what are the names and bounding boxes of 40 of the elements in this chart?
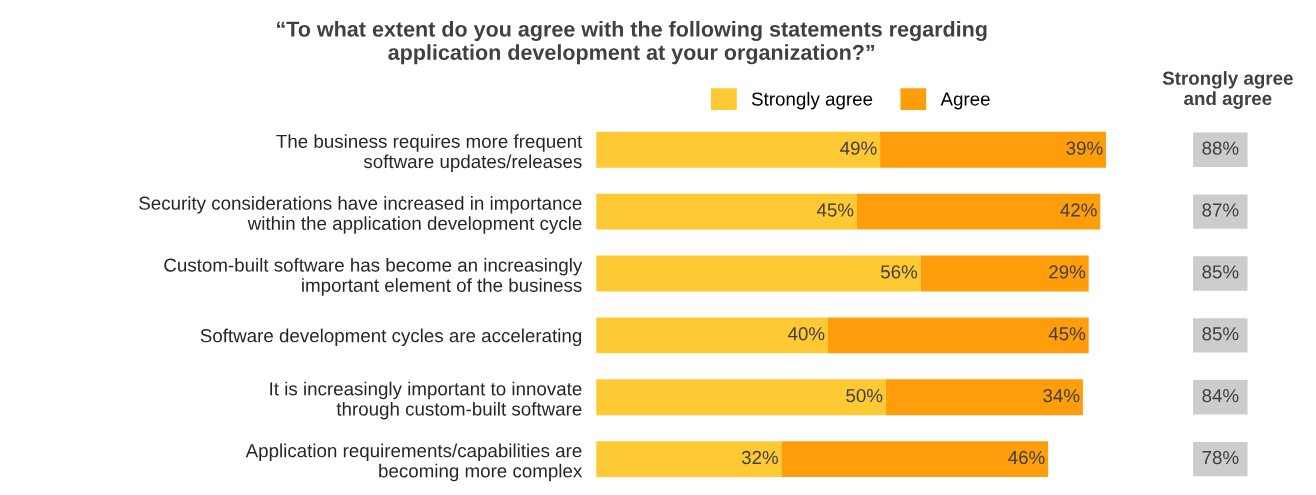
text: 85% xyxy=(1202,327,1239,341)
y-tick-label: It is increasingly important to innovate through custom-built software xyxy=(270,381,582,420)
data-label: 40% xyxy=(787,327,825,341)
chart-title: “To what extent do you agree with the following statements regarding application development at your organization?” xyxy=(277,20,987,65)
bar xyxy=(596,441,782,478)
text: 78% xyxy=(1202,450,1239,465)
data-label: 45% xyxy=(816,203,854,217)
y-tick-label: The business requires more frequent software updates/releases xyxy=(276,134,583,172)
data-label: 49% xyxy=(840,141,877,155)
bar xyxy=(827,317,1089,354)
legend-label: Strongly agree xyxy=(751,91,873,110)
y-tick-label: Software development cycles are accelerating xyxy=(200,328,582,347)
y-tick-label: Custom-built software has become an increasingly important element of the business xyxy=(164,257,583,296)
data-label: 45% xyxy=(1048,327,1086,341)
bar xyxy=(596,131,881,168)
data-label: 29% xyxy=(1049,265,1086,279)
data-label: 50% xyxy=(846,388,883,403)
data-label: 56% xyxy=(880,265,918,279)
bar xyxy=(880,131,1107,168)
data-label: 32% xyxy=(741,450,779,465)
data-label: 42% xyxy=(1060,203,1097,217)
y-tick-label: Security considerations have increased in importance within the application development cycle xyxy=(139,196,582,234)
bar xyxy=(920,255,1089,292)
bar xyxy=(596,193,857,230)
text: 84% xyxy=(1202,388,1239,403)
text: 88% xyxy=(1202,141,1239,155)
text: 87% xyxy=(1202,203,1239,217)
bar xyxy=(885,379,1083,416)
data-label: 46% xyxy=(1008,450,1045,465)
bar xyxy=(596,255,921,292)
data-label: 34% xyxy=(1043,388,1080,403)
y-tick-label: Application requirements/capabilities are becoming more complex xyxy=(245,443,583,482)
bar xyxy=(781,441,1049,478)
bar xyxy=(596,379,886,416)
legend-label: Agree xyxy=(940,92,990,110)
bar xyxy=(856,193,1101,230)
text: 85% xyxy=(1202,265,1239,279)
data-label: 39% xyxy=(1066,141,1103,155)
text: Strongly agree and agree xyxy=(1162,71,1293,109)
bar xyxy=(596,317,828,354)
